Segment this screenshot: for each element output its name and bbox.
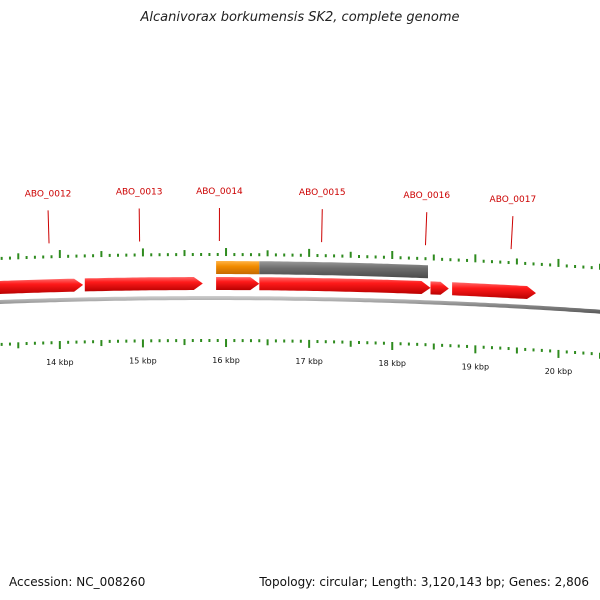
gray-feature — [259, 261, 428, 279]
gene-label: ABO_0016 — [403, 191, 450, 201]
label-leader-line — [424, 212, 428, 246]
gene-track — [0, 277, 536, 299]
label-leader-line — [510, 216, 514, 250]
gene-label: ABO_0012 — [25, 189, 72, 199]
scale-label: 18 kbp — [378, 359, 406, 368]
map-title: Alcanivorax borkumensis SK2, complete ge… — [140, 10, 460, 25]
genome-backbone — [0, 296, 600, 314]
genome-summary-text: Topology: circular; Length: 3,120,143 bp… — [259, 575, 589, 589]
scale-label: 17 kbp — [295, 357, 323, 366]
backbone-line — [0, 296, 600, 314]
scale-label: 15 kbp — [129, 356, 157, 365]
scale-label: 19 kbp — [462, 362, 490, 371]
gene-labels: ABO_0012 ABO_0013 ABO_0014 ABO_0015 ABO_0016… — [25, 187, 537, 250]
accession-text: Accession: NC_008260 — [9, 575, 146, 589]
feature-track — [216, 261, 428, 279]
gene-arrow — [259, 277, 431, 294]
label-leader-line — [47, 210, 50, 244]
gene-label: ABO_0014 — [196, 187, 243, 197]
scale-label: 20 kbp — [545, 367, 573, 376]
scale-label: 16 kbp — [212, 356, 240, 365]
scale-label: 14 kbp — [46, 358, 74, 367]
gene-arrow — [216, 277, 260, 291]
scale-labels: 14 kbp 15 kbp 16 kbp 17 kbp 18 kbp 19 kbp 20 k… — [46, 356, 572, 376]
gene-arrow — [84, 277, 203, 292]
gene-label: ABO_0017 — [490, 195, 537, 205]
highlight-feature — [216, 261, 260, 275]
gene-arrow — [452, 282, 536, 299]
gene-arrow — [430, 281, 449, 295]
gene-label: ABO_0015 — [299, 188, 346, 198]
inner-tick-row — [0, 339, 600, 359]
outer-tick-row — [0, 248, 600, 270]
gene-label: ABO_0013 — [116, 187, 163, 197]
gene-arrow — [0, 278, 84, 294]
label-leader-line — [321, 209, 323, 243]
